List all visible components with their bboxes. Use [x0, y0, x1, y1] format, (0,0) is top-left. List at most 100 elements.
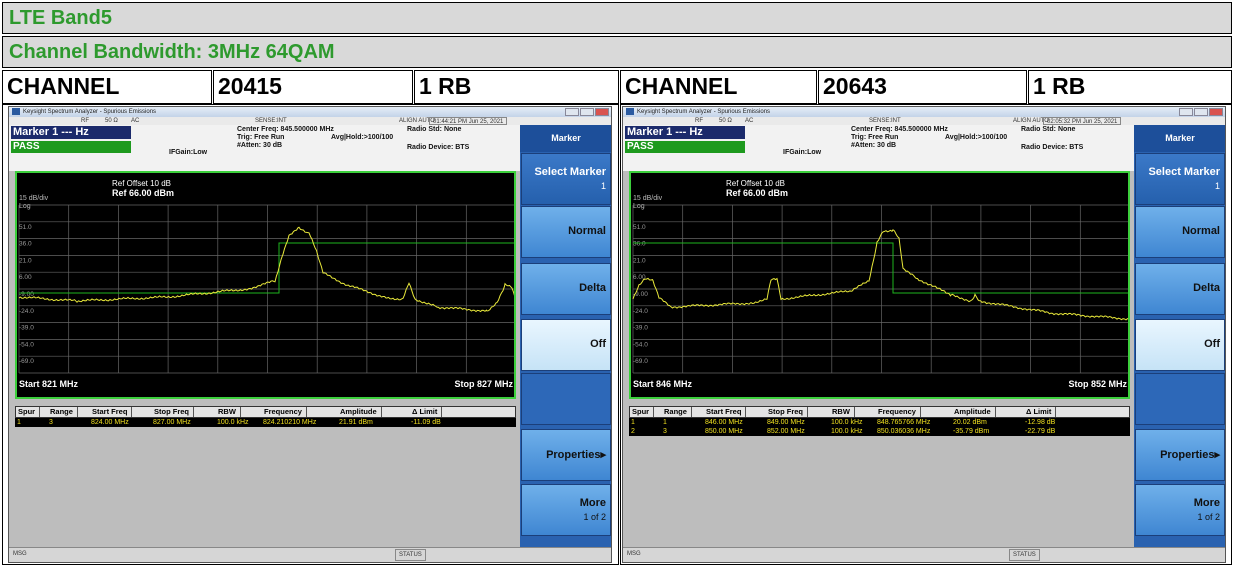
analyzer-screen: Keysight Spectrum Analyzer - Spurious Em… [8, 106, 612, 563]
table-cell: 100.0 kHz [831, 419, 863, 426]
status-label: STATUS [395, 549, 426, 561]
table-cell: 3 [49, 419, 53, 426]
channel-label: CHANNEL [2, 70, 212, 104]
rb-count: 1 RB [414, 70, 619, 104]
softkey-sub: 1 [600, 181, 606, 191]
table-cell: 852.00 MHz [767, 428, 805, 435]
table-header-cell: Range [664, 407, 692, 417]
report-title: LTE Band5 [2, 2, 1232, 34]
y-tick-label: 21.0 [633, 257, 646, 264]
table-header-cell: Δ Limit [1026, 407, 1057, 417]
averaging: Avg|Hold:>100/100 [945, 134, 1008, 141]
y-tick-label: -54.0 [633, 341, 648, 348]
table-row: 1 3 824.00 MHz 827.00 MHz 100.0 kHz 824.21021… [15, 418, 516, 427]
softkey-label: Properties▸ [1160, 449, 1220, 461]
log-label: Log [19, 203, 31, 210]
status-coupling: AC [131, 118, 140, 124]
softkey[interactable]: Off [1135, 319, 1225, 371]
table-cell: 1 [17, 419, 21, 426]
radio-device: Radio Device: BTS [1021, 144, 1084, 151]
softkey[interactable]: Select Marker 1 [521, 153, 611, 205]
app-icon [626, 108, 634, 115]
y-tick-label: -39.0 [19, 325, 34, 332]
softkey-label: Delta [579, 282, 606, 294]
status-line: RF 50 Ω AC SENSE:INT ALIGN AUTO 02:05:32 PM J… [623, 117, 1225, 125]
bottom-bar: MSG STATUS [9, 547, 611, 562]
log-label: Log [633, 203, 645, 210]
ifgain: IFGain:Low [783, 149, 822, 156]
softkey[interactable]: More 1 of 2 [521, 484, 611, 536]
table-cell: 824.00 MHz [91, 419, 129, 426]
status-align: ALIGN AUTO [399, 118, 435, 124]
y-tick-label: -24.0 [633, 308, 648, 315]
attenuation: #Atten: 30 dB [851, 142, 897, 149]
radio-device: Radio Device: BTS [407, 144, 470, 151]
window-button[interactable] [565, 108, 579, 116]
table-cell: 1 [631, 419, 635, 426]
softkey-label: Select Marker [1148, 166, 1220, 178]
softkey-title: Marker [1134, 125, 1225, 152]
y-tick-label: 51.0 [633, 224, 646, 231]
window-button[interactable] [580, 108, 594, 116]
status-impedance: 50 Ω [105, 118, 118, 124]
trigger: Trig: Free Run [237, 134, 285, 141]
table-cell: 850.036036 MHz [877, 428, 931, 435]
pass-indicator: PASS [625, 141, 745, 153]
status-line: RF 50 Ω AC SENSE:INT ALIGN AUTO 01:44:21 PM J… [9, 117, 611, 125]
marker-readout: Marker 1 --- Hz [625, 126, 745, 139]
table-header-cell: Range [50, 407, 78, 417]
softkey[interactable]: Normal [521, 206, 611, 258]
y-tick-label: -69.0 [633, 358, 648, 365]
softkey[interactable]: Select Marker 1 [1135, 153, 1225, 205]
softkey[interactable]: Delta [521, 263, 611, 315]
bottom-bar: MSG STATUS [623, 547, 1225, 562]
table-header-cell: Stop Freq [154, 407, 194, 417]
table-cell: -11.09 dB [411, 419, 441, 426]
y-tick-label: -9.00 [633, 291, 648, 298]
table-cell: 3 [663, 428, 667, 435]
softkey[interactable]: Properties▸ [521, 429, 611, 481]
window-titlebar: Keysight Spectrum Analyzer - Spurious Em… [9, 107, 611, 117]
window-button[interactable] [1179, 108, 1193, 116]
stop-freq: Stop 852 MHz [1068, 379, 1127, 389]
softkey-label: Normal [568, 225, 606, 237]
y-tick-label: -39.0 [633, 325, 648, 332]
table-header-cell: Spur [632, 407, 655, 417]
table-row: 2 3 850.00 MHz 852.00 MHz 100.0 kHz 850.03603… [629, 427, 1130, 436]
trace [632, 229, 1128, 321]
window-title: Keysight Spectrum Analyzer - Spurious Em… [23, 109, 157, 115]
window-button[interactable] [595, 108, 609, 116]
softkey[interactable]: Properties▸ [1135, 429, 1225, 481]
table-header-cell: RBW [218, 407, 241, 417]
limit-line [633, 242, 1128, 294]
channel-label: CHANNEL [620, 70, 817, 104]
table-cell: -12.98 dB [1025, 419, 1056, 426]
start-freq: Start 821 MHz [19, 379, 79, 389]
softkey-label: Properties▸ [546, 449, 606, 461]
ref-level: Ref 66.00 dBm [112, 188, 174, 198]
softkey-label: More [579, 497, 606, 509]
averaging: Avg|Hold:>100/100 [331, 134, 394, 141]
softkey-label: Off [1204, 338, 1220, 350]
softkey-sub: 1 of 2 [583, 512, 606, 522]
window-button[interactable] [1194, 108, 1208, 116]
channel-number: 20415 [213, 70, 413, 104]
trace [18, 226, 514, 313]
softkey[interactable]: Normal [1135, 206, 1225, 258]
status-coupling: AC [745, 118, 754, 124]
softkey[interactable]: Off [521, 319, 611, 371]
y-tick-label: 36.0 [633, 241, 646, 248]
table-header-cell: Frequency [878, 407, 921, 417]
softkey-empty [521, 373, 611, 425]
status-impedance: 50 Ω [719, 118, 732, 124]
softkey[interactable]: More 1 of 2 [1135, 484, 1225, 536]
softkey-label: Normal [1182, 225, 1220, 237]
softkey[interactable]: Delta [1135, 263, 1225, 315]
table-cell: 824.210210 MHz [263, 419, 317, 426]
start-freq: Start 846 MHz [633, 379, 693, 389]
table-cell: 21.91 dBm [339, 419, 373, 426]
softkey-sub: 1 of 2 [1197, 512, 1220, 522]
window-button[interactable] [1209, 108, 1223, 116]
